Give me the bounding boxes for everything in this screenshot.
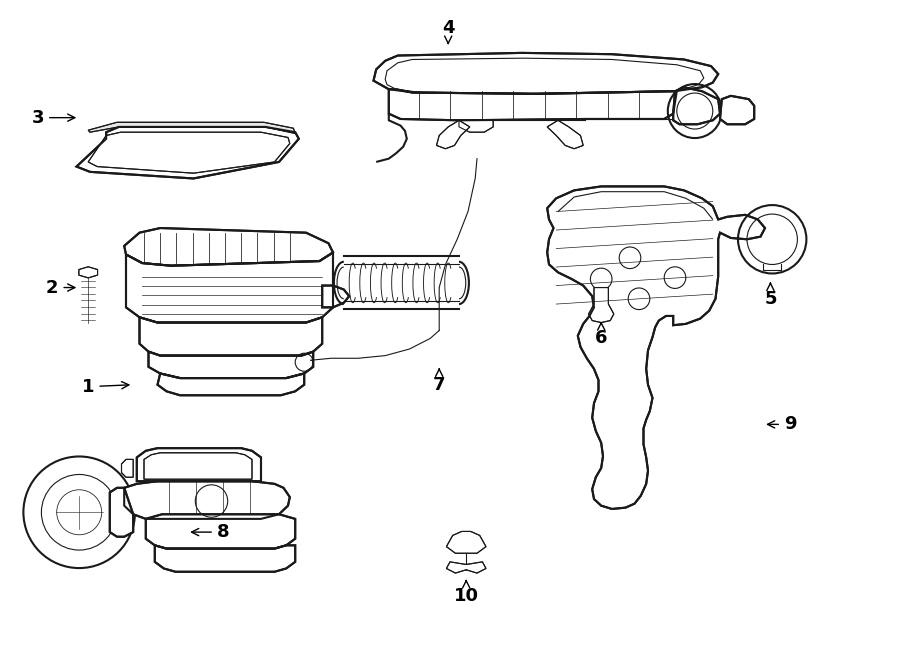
Polygon shape <box>589 288 614 323</box>
Polygon shape <box>436 120 470 149</box>
Polygon shape <box>79 267 97 278</box>
Polygon shape <box>110 488 133 537</box>
Polygon shape <box>459 120 493 132</box>
Polygon shape <box>547 186 765 509</box>
Polygon shape <box>148 352 313 378</box>
Polygon shape <box>144 453 252 479</box>
Polygon shape <box>158 373 304 395</box>
Text: 6: 6 <box>595 323 608 348</box>
Polygon shape <box>126 253 333 323</box>
Polygon shape <box>137 448 261 481</box>
Polygon shape <box>322 286 349 307</box>
Text: 2: 2 <box>46 278 75 297</box>
Text: 10: 10 <box>454 580 479 605</box>
Polygon shape <box>146 514 295 549</box>
Polygon shape <box>124 228 333 266</box>
Polygon shape <box>374 53 718 94</box>
Polygon shape <box>124 481 290 519</box>
Polygon shape <box>88 132 290 173</box>
Text: 8: 8 <box>192 523 230 541</box>
Polygon shape <box>673 87 720 124</box>
Polygon shape <box>547 120 583 149</box>
Polygon shape <box>88 122 295 134</box>
Text: 9: 9 <box>768 415 796 434</box>
Polygon shape <box>76 127 299 178</box>
Polygon shape <box>446 562 486 573</box>
Polygon shape <box>446 531 486 553</box>
Text: 5: 5 <box>764 283 777 308</box>
Text: 3: 3 <box>32 108 75 127</box>
Polygon shape <box>122 459 133 477</box>
Text: 4: 4 <box>442 19 454 44</box>
Polygon shape <box>389 89 677 120</box>
Text: 7: 7 <box>433 369 446 394</box>
Polygon shape <box>140 317 322 356</box>
Text: 1: 1 <box>82 377 129 396</box>
Polygon shape <box>155 545 295 572</box>
Polygon shape <box>720 96 754 124</box>
